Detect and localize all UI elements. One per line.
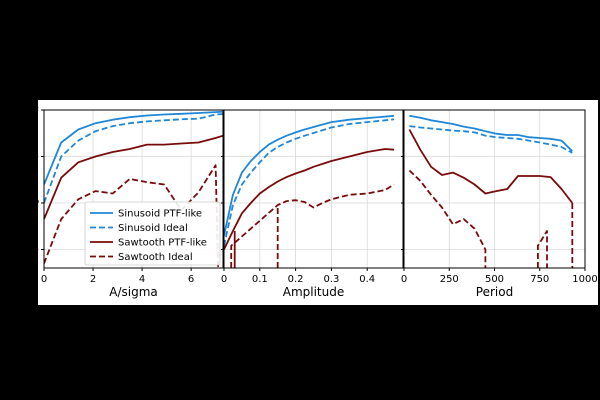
legend-label: Sinusoid PTF-like bbox=[118, 209, 202, 220]
series-line-sinusoid-ptf-like bbox=[409, 114, 573, 152]
legend-box bbox=[84, 201, 221, 266]
x-tick-label: 0.1 bbox=[252, 274, 268, 285]
series-line-sawtooth-ptf-like bbox=[224, 148, 395, 250]
series-line-sawtooth-ideal-tail bbox=[537, 230, 548, 268]
x-tick-label: 750 bbox=[530, 274, 549, 285]
legend: Sinusoid PTF-like Sinusoid Ideal Sawtooth … bbox=[84, 201, 221, 266]
x-tick-label: 0 bbox=[221, 274, 227, 285]
series-line-sawtooth-ideal bbox=[408, 169, 487, 268]
y-tick-label: 10¹ bbox=[22, 152, 39, 163]
x-tick-label: 1000 bbox=[572, 274, 597, 285]
x-tick-label: 6 bbox=[188, 274, 194, 285]
x-tick-label: 0 bbox=[41, 274, 47, 285]
panel-3: 0 250 500 750 1000 Period bbox=[401, 109, 598, 299]
series-line-sawtooth-ptf-like bbox=[408, 129, 574, 204]
x-tick-label: 4 bbox=[139, 274, 145, 285]
x-tick-label: 0.4 bbox=[359, 274, 375, 285]
x-tick-label: 2 bbox=[90, 274, 96, 285]
x-tick-label: 0 bbox=[401, 274, 407, 285]
series-line-sinusoid-ideal bbox=[44, 113, 223, 204]
series-line-sinusoid-ptf-like bbox=[224, 114, 395, 236]
x-tick-label: 0.3 bbox=[323, 274, 339, 285]
x-tick-label: 0.2 bbox=[288, 274, 304, 285]
y-tick-label: 10⁰ bbox=[22, 199, 39, 210]
x-axis-label: Period bbox=[476, 285, 513, 299]
panel-1: 0 2 4 6 A/sigma 10⁻¹ 10⁰ 10¹ 10² Sinusoid PTF-lik… bbox=[17, 106, 224, 299]
legend-label: Sawtooth PTF-like bbox=[118, 238, 207, 249]
panels: 0 2 4 6 A/sigma 10⁻¹ 10⁰ 10¹ 10² Sinusoid PTF-lik… bbox=[17, 106, 598, 299]
series-line-sawtooth-ideal bbox=[230, 183, 395, 268]
y-axis-label: % of Recovered Signals bbox=[2, 120, 16, 261]
x-axis-label: A/sigma bbox=[109, 285, 158, 299]
axes-frame bbox=[43, 109, 224, 269]
series-line-sinusoid-ideal bbox=[409, 125, 573, 154]
series-line-sinusoid-ptf-like bbox=[44, 110, 223, 185]
axes-frame bbox=[223, 109, 404, 269]
series-line-sawtooth-ideal bbox=[44, 164, 219, 268]
panel-2: 0 0.1 0.2 0.3 0.4 Amplitude bbox=[221, 109, 404, 299]
legend-label: Sawtooth Ideal bbox=[118, 252, 193, 263]
x-tick-label: 500 bbox=[485, 274, 504, 285]
series-line-sawtooth-ptf-like bbox=[44, 134, 223, 220]
x-axis-label: Amplitude bbox=[283, 285, 345, 299]
y-tick-label: 10² bbox=[22, 106, 39, 117]
legend-label: Sinusoid Ideal bbox=[118, 223, 188, 234]
y-tick-label: 10⁻¹ bbox=[17, 245, 39, 256]
x-tick-label: 250 bbox=[440, 274, 459, 285]
series-line-sinusoid-ideal bbox=[224, 118, 395, 246]
